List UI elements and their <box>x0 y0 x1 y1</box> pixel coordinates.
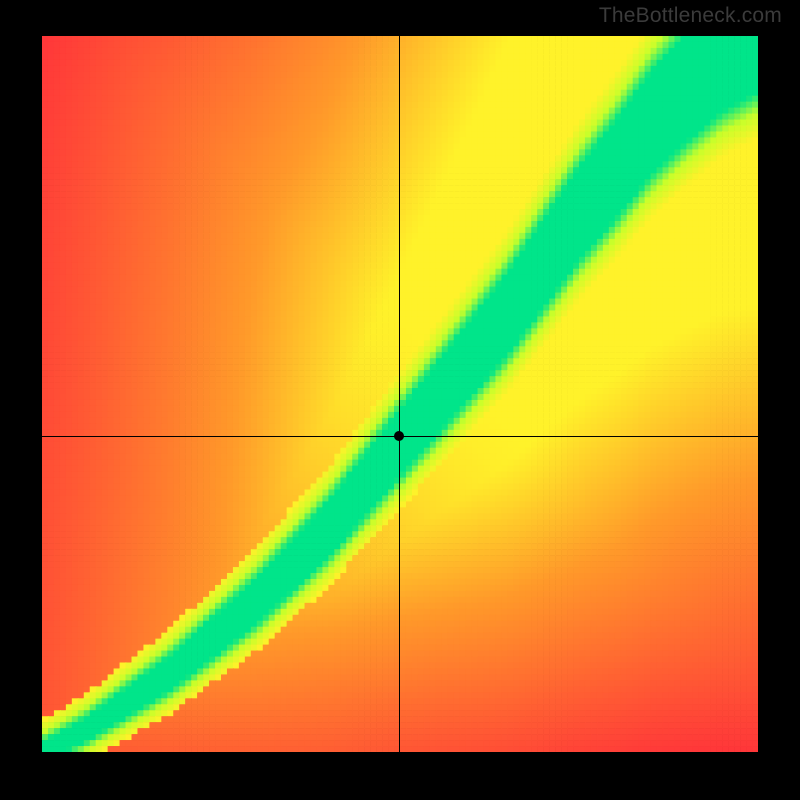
watermark-text: TheBottleneck.com <box>599 4 782 28</box>
heatmap-canvas <box>42 36 758 752</box>
chart-outer: TheBottleneck.com <box>0 0 800 800</box>
plot-area <box>42 36 758 752</box>
